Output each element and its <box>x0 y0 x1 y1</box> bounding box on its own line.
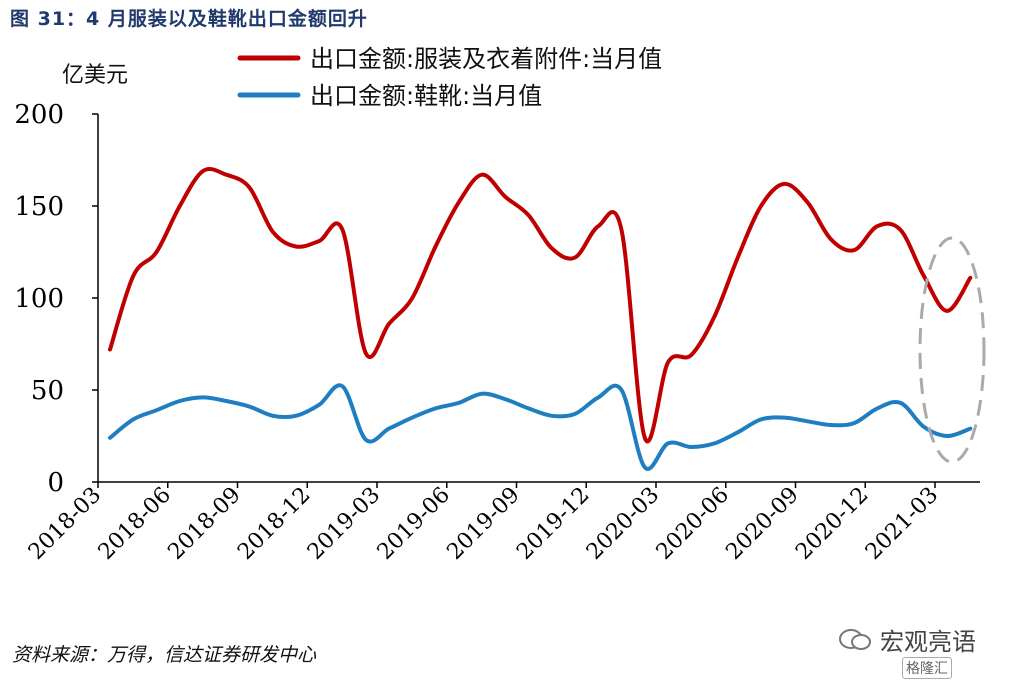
x-ticks: 2018-032018-062018-092018-122019-032019-… <box>24 482 943 565</box>
y-tick-label: 200 <box>14 100 64 130</box>
y-tick-label: 100 <box>14 284 64 314</box>
y-axis-label: 亿美元 <box>62 63 128 88</box>
x-tick-label: 2019-09 <box>442 483 524 565</box>
x-tick-label: 2020-06 <box>652 483 734 565</box>
x-tick-label: 2018-09 <box>163 483 245 565</box>
x-tick-label: 2019-03 <box>303 483 385 565</box>
y-tick-label: 50 <box>31 376 64 406</box>
x-tick-label: 2019-06 <box>373 483 455 565</box>
x-tick-label: 2020-03 <box>582 483 664 565</box>
x-tick-label: 2020-12 <box>791 483 873 565</box>
axes <box>97 114 980 483</box>
wechat-icon <box>839 628 871 650</box>
series-line-2 <box>108 383 973 471</box>
x-tick-label: 2018-03 <box>24 483 106 565</box>
series-line-1 <box>108 167 973 444</box>
legend-label-2: 出口金额:鞋靴:当月值 <box>310 82 542 110</box>
source-note: 资料来源：万得，信达证券研发中心 <box>12 644 317 666</box>
figure-title: 图 31：4 月服装以及鞋靴出口金额回升 <box>10 8 368 30</box>
x-tick-label: 2018-12 <box>233 483 315 565</box>
series-group <box>108 167 973 471</box>
highlight-ellipse <box>918 236 986 464</box>
watermark-text: 宏观亮语 <box>880 628 976 656</box>
x-tick-label: 2020-09 <box>721 483 803 565</box>
x-tick-label: 2019-12 <box>512 483 594 565</box>
x-tick-label: 2021-03 <box>861 483 943 565</box>
legend-label-1: 出口金额:服装及衣着附件:当月值 <box>310 45 662 73</box>
watermark: 宏观亮语 <box>838 622 976 657</box>
watermark-sub: 格隆汇 <box>902 657 952 679</box>
x-tick-label: 2018-06 <box>94 483 176 565</box>
y-tick-label: 150 <box>14 192 64 222</box>
y-ticks: 0 50 100 150 200 <box>14 100 98 498</box>
y-tick-label: 0 <box>47 468 64 498</box>
